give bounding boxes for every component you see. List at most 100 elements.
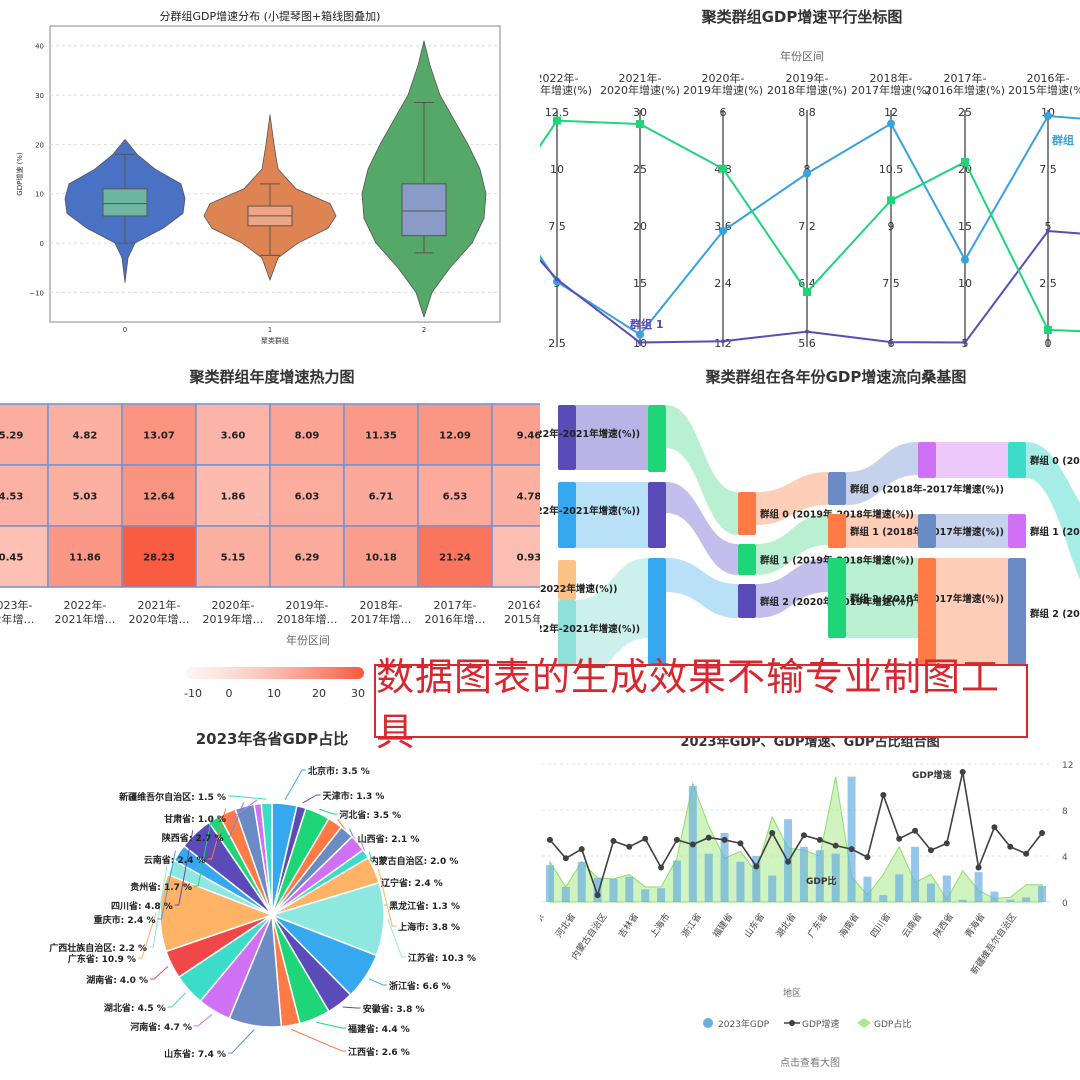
x-tick-label: 2018年-2017年增… — [351, 598, 412, 626]
heatmap-cell-label: 5.15 — [221, 553, 246, 564]
pie-leader-line — [284, 769, 306, 800]
bar — [926, 883, 935, 902]
series-point — [803, 169, 811, 178]
series-point — [1046, 229, 1050, 233]
heatmap-cell-label: 11.86 — [69, 553, 101, 564]
sankey-node — [828, 472, 846, 505]
heatmap-cell-label: 11.35 — [365, 431, 397, 442]
heatmap-cell-label: 12.64 — [143, 492, 175, 503]
sankey-node — [558, 600, 576, 680]
line-point — [975, 864, 982, 871]
line-point — [705, 834, 712, 841]
pie-slice-label: 江西省: 2.6 % — [348, 1046, 410, 1058]
bar — [577, 861, 586, 902]
series-point — [961, 158, 969, 166]
legend-label: GDP占比 — [874, 1018, 911, 1030]
pie-leader-line — [387, 919, 406, 958]
y-tick-label: 10 — [35, 191, 44, 199]
pie-leader-line — [167, 992, 187, 1008]
bar — [815, 850, 824, 902]
line-point — [959, 769, 966, 776]
bar — [895, 874, 904, 902]
sankey-node — [1008, 558, 1026, 668]
sankey-chart: 聚类群组在各年份GDP增速流向桑基图 22年-2021年增速(%)) 22年-202… — [540, 368, 1080, 700]
bar — [911, 846, 920, 902]
axis-tick-label: 25 — [958, 106, 972, 119]
heatmap-cell — [195, 403, 271, 466]
line-point — [562, 855, 569, 862]
legend-marker — [857, 1018, 871, 1028]
chart-title: 2023年各省GDP占比 — [196, 730, 349, 748]
pie-slice-label: 陕西省: 2.7 % — [162, 832, 224, 844]
pie-slice-label: 湖北省: 4.5 % — [104, 1002, 166, 1014]
sankey-link — [846, 442, 918, 505]
x-axis-label: 年份区间 — [780, 49, 824, 63]
bar — [1006, 899, 1015, 902]
pie-slice-label: 上海市: 3.8 % — [398, 921, 460, 933]
series-point — [1044, 112, 1052, 120]
heatmap-chart-panel: 聚类群组年度增速热力图 5.29 4.82 13.07 3.60 8.09 11.35 12.… — [0, 360, 540, 720]
sankey-node-label: 群组 2 (20 — [1029, 608, 1080, 620]
x-tick-label: 京 — [540, 911, 546, 925]
series-label: 群组 — [1051, 133, 1074, 147]
bar — [974, 872, 983, 902]
bar — [657, 888, 666, 902]
pie-leader-line — [207, 808, 227, 860]
axis-name: 2019年-2018年增速(%) — [767, 71, 847, 97]
x-axis-label: 年份区间 — [286, 633, 330, 647]
line-point — [912, 827, 919, 834]
x-tick-label: 2016年-2015年… — [504, 598, 540, 626]
colorbar-tick-label: 30 — [351, 687, 365, 700]
x-tick-label: 青海省 — [962, 911, 987, 940]
heatmap-cell-label: 3.60 — [221, 431, 246, 442]
sankey-node — [738, 492, 756, 535]
heatmap-cell — [0, 464, 49, 527]
sankey-node — [648, 405, 666, 472]
heatmap-cell-label: 4.78 — [517, 492, 540, 503]
sankey-node — [1008, 442, 1026, 478]
pie-leader-line — [228, 799, 258, 819]
line-point — [753, 863, 760, 870]
sankey-link — [576, 482, 648, 548]
pie-slice — [159, 873, 275, 953]
x-tick-label: 陕西省 — [931, 911, 956, 940]
axis-tick-label: 5.6 — [798, 337, 816, 350]
colorbar-tick-label: 0 — [226, 687, 233, 700]
sankey-node-label: 群组 0 (2018年-2017年增速(%)) — [849, 484, 1004, 496]
bar — [720, 833, 729, 902]
bar — [704, 853, 713, 902]
axis-tick-label: 3.6 — [714, 220, 732, 233]
heatmap-cell — [47, 525, 123, 588]
heatmap-cell — [121, 403, 197, 466]
axis-tick-label: 1.2 — [714, 337, 732, 350]
series-point — [1044, 325, 1052, 334]
axis-name: 2017年-2016年增速(%) — [925, 71, 1005, 97]
axis-tick-label: 25 — [633, 163, 647, 176]
pie-leader-line — [319, 808, 338, 815]
pie-slice-label: 山西省: 2.1 % — [358, 833, 420, 845]
line-point — [658, 864, 665, 871]
bar — [752, 856, 761, 902]
sankey-node — [558, 482, 576, 548]
sankey-node-label: 22年-2021年增速(%)) — [540, 505, 640, 517]
pie-leader-line — [194, 1013, 213, 1027]
series-point — [555, 277, 559, 282]
bar — [545, 865, 554, 902]
heatmap-cell-label: 5.03 — [73, 492, 98, 503]
heatmap-cell — [269, 525, 345, 588]
pie-slice-label: 江苏省: 10.3 % — [408, 952, 476, 964]
heatmap-cell — [343, 464, 419, 527]
pie-slice-label: 天津市: 1.3 % — [323, 790, 385, 802]
series-point — [805, 329, 809, 334]
heatmap-cell-label: 0.93 — [517, 553, 540, 564]
x-axis-label: 地区 — [783, 987, 801, 999]
x-tick-label: 2022年-2021年增… — [55, 598, 116, 626]
heatmap-cell — [491, 525, 540, 588]
line-point — [943, 840, 950, 847]
heatmap-cell-label: 6.53 — [443, 492, 468, 503]
colorbar-tick-label: 20 — [312, 687, 326, 700]
heatmap-cell — [121, 464, 197, 527]
line-point — [642, 835, 649, 842]
pie-leader-line — [291, 1028, 346, 1052]
